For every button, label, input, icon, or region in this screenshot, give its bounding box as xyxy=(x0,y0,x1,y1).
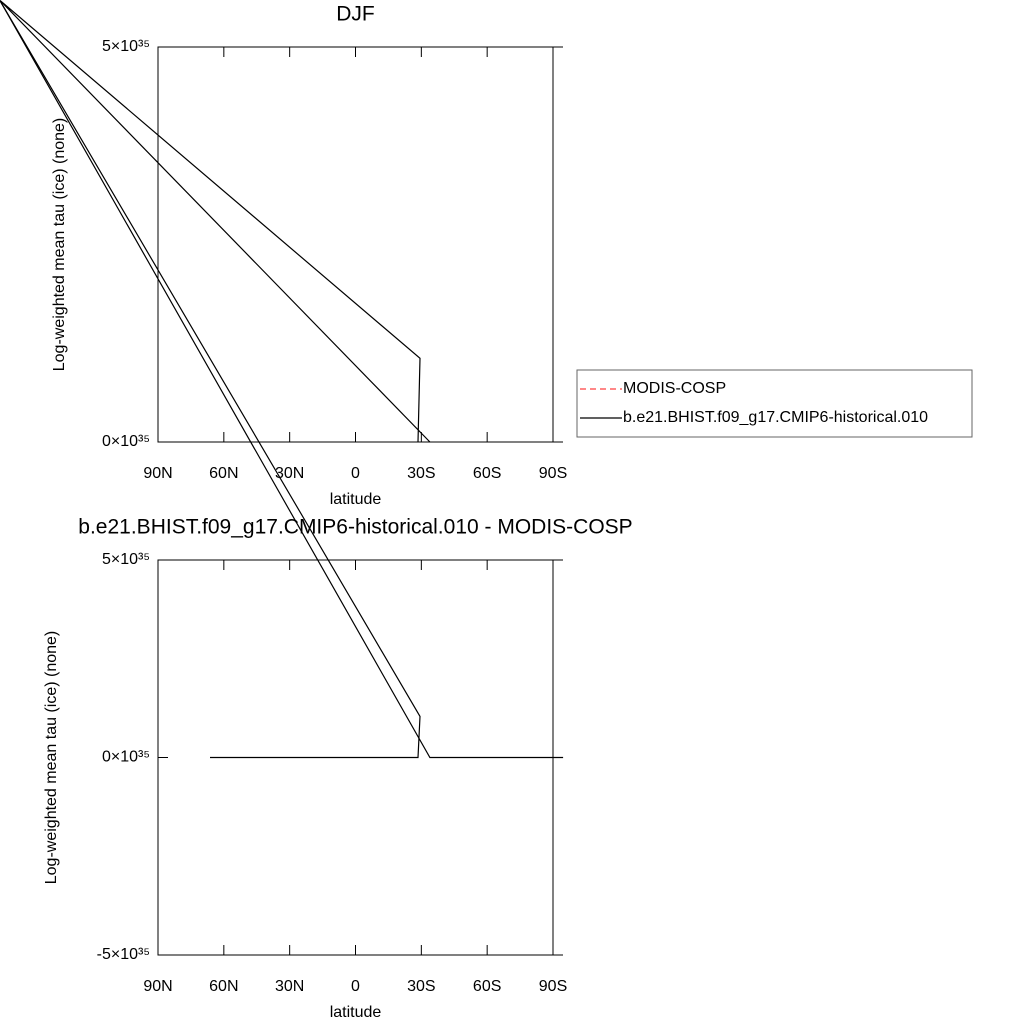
x-tick-label: 0 xyxy=(351,465,360,482)
y-tick-label: 0×10³⁵ xyxy=(102,433,150,450)
x-tick-label: 60N xyxy=(209,978,238,995)
data-line xyxy=(0,0,421,759)
chart-panel: DJF latitude Log-weighted mean tau (ice) (… xyxy=(0,0,973,508)
x-tick-label: 30N xyxy=(275,978,304,995)
x-tick-label: 90S xyxy=(539,465,567,482)
x-tick-label: 90S xyxy=(539,978,567,995)
legend-label: MODIS-COSP xyxy=(623,380,726,397)
x-axis-label: latitude xyxy=(330,1004,382,1021)
chart-panel: b.e21.BHIST.f09_g17.CMIP6-historical.010… xyxy=(0,0,633,1021)
x-tick-label: 30S xyxy=(407,465,435,482)
x-tick-label: 60S xyxy=(473,465,501,482)
y-axis-label: Log-weighted mean tau (ice) (none) xyxy=(51,118,68,371)
chart-title: DJF xyxy=(336,3,375,26)
x-tick-label: 30N xyxy=(275,465,304,482)
data-line xyxy=(0,0,564,759)
legend-label: b.e21.BHIST.f09_g17.CMIP6-historical.010 xyxy=(623,409,928,426)
legend: MODIS-COSP b.e21.BHIST.f09_g17.CMIP6-hist… xyxy=(576,369,973,438)
x-tick-label: 90N xyxy=(143,465,172,482)
x-tick-label: 0 xyxy=(351,978,360,995)
x-tick-label: 60N xyxy=(209,465,238,482)
x-tick-label: 90N xyxy=(143,978,172,995)
y-tick-label: 5×10³⁵ xyxy=(102,38,150,55)
y-tick-label: 0×10³⁵ xyxy=(102,749,150,766)
data-line xyxy=(0,0,431,443)
y-tick-label: 5×10³⁵ xyxy=(102,551,150,568)
y-tick-label: -5×10³⁵ xyxy=(97,946,150,963)
chart-title: b.e21.BHIST.f09_g17.CMIP6-historical.010… xyxy=(78,516,632,539)
x-tick-label: 60S xyxy=(473,978,501,995)
y-axis-label: Log-weighted mean tau (ice) (none) xyxy=(43,631,60,884)
legend-box xyxy=(576,369,973,438)
x-axis-label: latitude xyxy=(330,491,382,508)
x-tick-label: 30S xyxy=(407,978,435,995)
